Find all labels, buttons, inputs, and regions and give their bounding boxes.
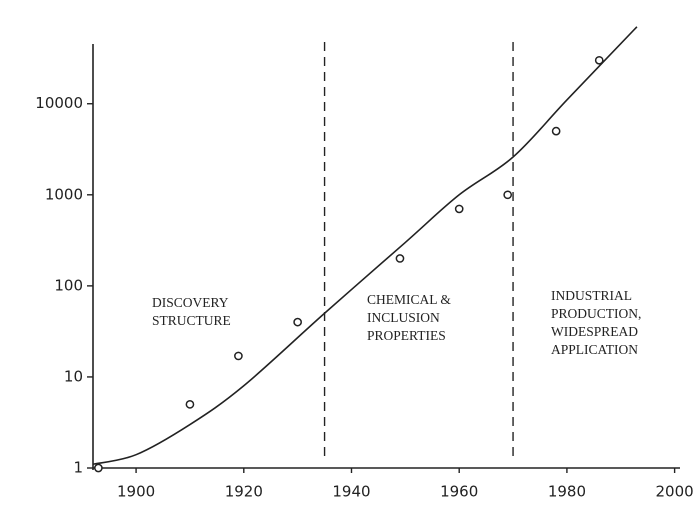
y-tick-label: 10000 bbox=[35, 94, 83, 112]
period-label: DISCOVERY bbox=[152, 295, 229, 310]
data-point bbox=[395, 254, 405, 263]
y-tick-label: 10 bbox=[64, 367, 83, 385]
y-tick-label: 100 bbox=[54, 276, 83, 294]
data-point bbox=[503, 190, 513, 200]
data-point bbox=[234, 351, 243, 361]
period-label: INCLUSION bbox=[367, 310, 440, 325]
x-tick-label: 1920 bbox=[225, 483, 263, 501]
period-label: PRODUCTION, bbox=[551, 306, 641, 321]
y-tick-label: 1000 bbox=[45, 185, 83, 203]
period-label: PROPERTIES bbox=[367, 328, 446, 343]
data-point bbox=[293, 317, 302, 327]
data-point bbox=[185, 399, 195, 409]
x-tick-label: 2000 bbox=[656, 483, 694, 501]
x-tick-label: 1940 bbox=[332, 483, 370, 501]
period-label: STRUCTURE bbox=[152, 313, 231, 328]
period-label: APPLICATION bbox=[551, 342, 638, 357]
data-point bbox=[551, 126, 561, 136]
data-point bbox=[454, 204, 464, 214]
data-point bbox=[94, 463, 103, 473]
x-tick-label: 1980 bbox=[548, 483, 586, 501]
period-label: WIDESPREAD bbox=[551, 324, 638, 339]
x-tick-label: 1900 bbox=[117, 483, 155, 501]
fit-curve bbox=[92, 26, 638, 466]
data-point bbox=[594, 55, 604, 65]
y-tick-label: 1 bbox=[73, 459, 83, 477]
x-tick-label: 1960 bbox=[440, 483, 478, 501]
period-label: CHEMICAL & bbox=[367, 292, 451, 307]
period-label: INDUSTRIAL bbox=[551, 288, 632, 303]
